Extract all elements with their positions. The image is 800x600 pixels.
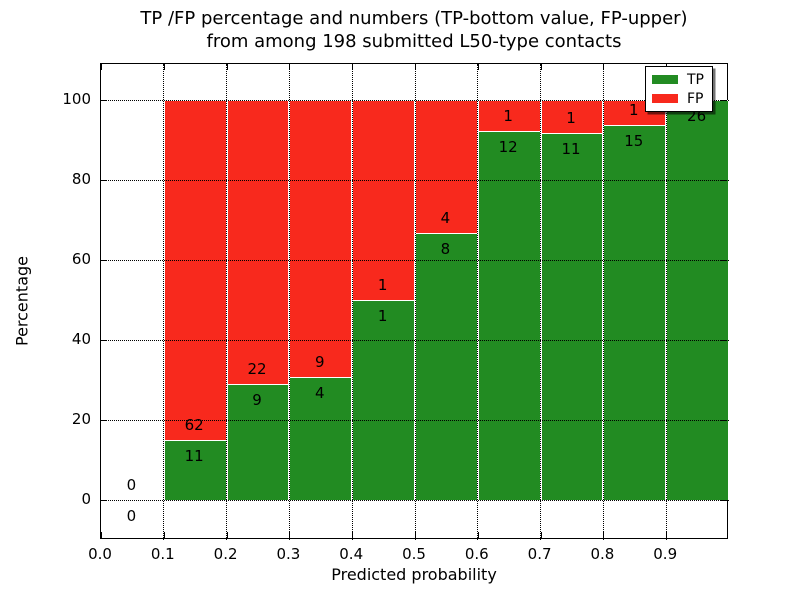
bar-column bbox=[603, 64, 667, 540]
legend: TP FP bbox=[645, 66, 713, 112]
tp-bar-segment bbox=[415, 233, 478, 500]
bar-column bbox=[540, 64, 604, 540]
x-tick-label: 0.4 bbox=[339, 545, 364, 563]
y-tickmark-right bbox=[721, 500, 727, 501]
x-tickmark-top bbox=[477, 64, 479, 70]
x-tickmark-top bbox=[540, 64, 542, 70]
y-tickmark bbox=[101, 100, 107, 101]
legend-label-tp: TP bbox=[687, 71, 704, 88]
legend-label-fp: FP bbox=[687, 90, 704, 107]
vertical-gridline bbox=[602, 64, 604, 540]
x-tickmark-top bbox=[226, 64, 228, 70]
x-tickmark bbox=[163, 532, 165, 538]
x-tickmark bbox=[415, 532, 416, 538]
y-tickmark-right bbox=[721, 340, 727, 341]
plot-area bbox=[100, 63, 729, 540]
x-tick-label: 0.3 bbox=[276, 545, 301, 563]
vertical-gridline bbox=[665, 64, 667, 540]
x-tickmark-top bbox=[289, 64, 291, 70]
fp-bar-segment bbox=[226, 100, 290, 384]
x-axis-label: Predicted probability bbox=[331, 565, 497, 584]
y-tickmark bbox=[101, 420, 107, 421]
x-tickmark bbox=[603, 532, 605, 538]
y-tickmark-right bbox=[721, 180, 727, 181]
legend-entry-tp: TP bbox=[652, 73, 706, 87]
chart-title-line2: from among 198 submitted L50-type contac… bbox=[206, 31, 622, 52]
x-tickmark-top bbox=[352, 64, 354, 70]
bar-column bbox=[415, 64, 478, 540]
vertical-gridline bbox=[477, 64, 479, 540]
bar-column bbox=[226, 64, 290, 540]
x-tickmark bbox=[289, 532, 291, 538]
x-tick-label: 0.1 bbox=[150, 545, 175, 563]
vertical-gridline bbox=[163, 64, 165, 540]
vertical-gridline bbox=[414, 64, 416, 540]
tp-bar-segment bbox=[163, 439, 227, 500]
y-tick-label: 20 bbox=[71, 410, 91, 428]
x-tickmark-top bbox=[415, 64, 416, 70]
y-tickmark-right bbox=[721, 260, 727, 261]
bar-column bbox=[289, 64, 353, 540]
x-tick-label: 0.8 bbox=[590, 545, 615, 563]
fp-bar-segment bbox=[289, 100, 353, 377]
tp-bar-segment bbox=[226, 383, 290, 500]
legend-entry-fp: FP bbox=[652, 92, 706, 106]
x-tickmark bbox=[226, 532, 228, 538]
fp-swatch-icon bbox=[652, 94, 678, 103]
x-tickmark bbox=[101, 532, 102, 538]
vertical-gridline bbox=[540, 64, 542, 540]
bar-column bbox=[477, 64, 541, 540]
vertical-gridline bbox=[288, 64, 290, 540]
y-tickmark-right bbox=[721, 100, 727, 101]
bar-column bbox=[163, 64, 227, 540]
y-tickmark bbox=[101, 500, 107, 501]
x-tick-label: 0.7 bbox=[527, 545, 552, 563]
tp-swatch-icon bbox=[652, 75, 678, 84]
tp-bar-segment bbox=[603, 125, 667, 500]
fp-bar-segment bbox=[352, 100, 415, 300]
x-tick-label: 0.2 bbox=[213, 545, 238, 563]
vertical-gridline bbox=[351, 64, 353, 540]
tp-bar-segment bbox=[540, 133, 604, 500]
tp-bar-segment bbox=[352, 300, 415, 500]
x-tickmark-top bbox=[163, 64, 165, 70]
y-tick-label: 100 bbox=[62, 90, 91, 108]
x-tickmark bbox=[352, 532, 354, 538]
x-tick-label: 0.0 bbox=[88, 545, 112, 563]
y-tick-label: 80 bbox=[71, 170, 91, 188]
x-tickmark bbox=[477, 532, 479, 538]
chart-title-line1: TP /FP percentage and numbers (TP-bottom… bbox=[140, 8, 688, 29]
fp-bar-segment bbox=[415, 100, 478, 234]
x-tickmark-top bbox=[101, 64, 102, 70]
x-tickmark bbox=[666, 532, 668, 538]
x-tickmark-top bbox=[603, 64, 605, 70]
y-axis-label: Percentage bbox=[12, 255, 32, 347]
x-tick-label: 0.6 bbox=[464, 545, 489, 563]
y-tickmark bbox=[101, 260, 107, 261]
y-tickmark-right bbox=[721, 420, 727, 421]
y-tickmark bbox=[101, 180, 107, 181]
fp-bar-segment bbox=[163, 100, 227, 440]
vertical-gridline bbox=[226, 64, 228, 540]
tp-bar-segment bbox=[666, 100, 729, 500]
tp-bar-segment bbox=[477, 130, 541, 500]
chart-title: TP /FP percentage and numbers (TP-bottom… bbox=[100, 7, 728, 53]
fp-bar-segment bbox=[540, 100, 604, 134]
x-tick-label: 0.5 bbox=[402, 545, 426, 563]
tp-bar-segment bbox=[289, 376, 353, 500]
x-tick-label: 0.9 bbox=[653, 545, 678, 563]
bar-column bbox=[352, 64, 415, 540]
y-tick-label: 0 bbox=[81, 490, 91, 508]
x-tickmark bbox=[540, 532, 542, 538]
y-tickmark bbox=[101, 340, 107, 341]
bar-column bbox=[666, 64, 729, 540]
fp-bar-segment bbox=[477, 100, 541, 131]
